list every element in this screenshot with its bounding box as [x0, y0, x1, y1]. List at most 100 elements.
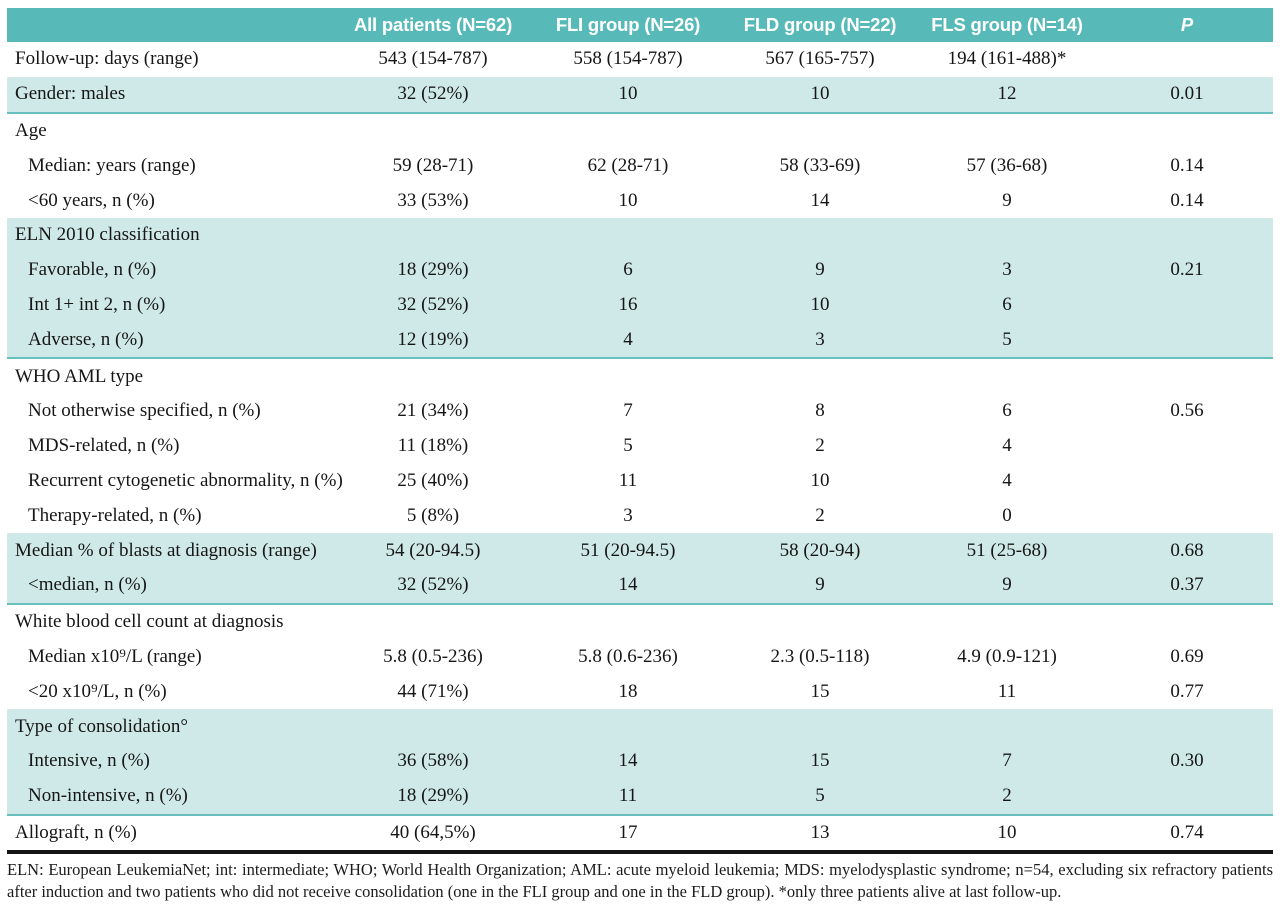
- header-row: All patients (N=62) FLI group (N=26) FLD…: [7, 8, 1273, 42]
- table-row: <60 years, n (%) 33 (53%) 10 14 9 0.14: [7, 183, 1273, 218]
- cell-value: 10: [529, 76, 727, 114]
- cell-value: 3: [623, 504, 633, 526]
- cell-value: 32 (52%): [337, 76, 529, 114]
- table-row: Not otherwise specified, n (%) 21 (34%) 7 8…: [7, 394, 1273, 429]
- cell-value: 14: [810, 189, 830, 211]
- cell-value: 0.74: [1170, 821, 1204, 843]
- cell-value: 18 (29%): [337, 252, 529, 288]
- cell-value: [913, 709, 1101, 744]
- cell-value: 0.21: [1101, 252, 1273, 288]
- patient-characteristics-table: All patients (N=62) FLI group (N=26) FLD…: [7, 8, 1273, 855]
- table-row: Type of consolidation°: [7, 709, 1273, 744]
- cell-value: 11: [997, 680, 1017, 702]
- cell-value: 194 (161-488)*: [947, 48, 1067, 70]
- cell-value: [337, 217, 529, 253]
- cell-value: [529, 604, 727, 640]
- row-label: Non-intensive, n (%): [7, 778, 337, 816]
- header-cell-fli-group: FLI group (N=26): [529, 8, 727, 42]
- cell-value: 0.14: [1170, 189, 1204, 211]
- cell-value: [1101, 604, 1273, 640]
- row-label: Therapy-related, n (%): [28, 504, 202, 526]
- cell-value: 40 (64,5%): [390, 821, 476, 843]
- cell-value: [529, 217, 727, 253]
- header-cell-fls-group: FLS group (N=14): [913, 8, 1101, 42]
- cell-value: 12: [913, 76, 1101, 114]
- table-row: Favorable, n (%) 18 (29%) 6 9 3 0.21: [7, 252, 1273, 288]
- header-cell-fld-group: FLD group (N=22): [727, 8, 913, 42]
- cell-value: 14: [529, 743, 727, 779]
- cell-value: 59 (28-71): [392, 154, 474, 176]
- cell-value: [337, 604, 529, 640]
- cell-value: 11: [618, 469, 638, 491]
- cell-value: [727, 604, 913, 640]
- cell-value: 32 (52%): [337, 287, 529, 323]
- cell-value: 0.30: [1101, 743, 1273, 779]
- table-row: Therapy-related, n (%) 5 (8%) 3 2 0: [7, 498, 1273, 533]
- table-row: MDS-related, n (%) 11 (18%) 5 2 4: [7, 429, 1273, 464]
- row-label: MDS-related, n (%): [28, 435, 180, 457]
- cell-value: [337, 709, 529, 744]
- table-row: WHO AML type: [7, 358, 1273, 394]
- cell-value: [727, 217, 913, 253]
- row-label: ELN 2010 classification: [7, 217, 337, 253]
- table-row: ELN 2010 classification: [7, 217, 1273, 253]
- cell-value: 13: [810, 821, 830, 843]
- cell-value: [727, 113, 913, 149]
- cell-value: [913, 604, 1101, 640]
- cell-value: 9: [727, 252, 913, 288]
- cell-value: 10: [997, 821, 1017, 843]
- cell-value: [1101, 778, 1273, 816]
- cell-value: 4: [1002, 469, 1012, 491]
- cell-value: 33 (53%): [397, 189, 469, 211]
- cell-value: 0.69: [1170, 645, 1204, 667]
- cell-value: 15: [727, 743, 913, 779]
- cell-value: 10: [810, 469, 830, 491]
- cell-value: 9: [1002, 189, 1012, 211]
- cell-value: 4.9 (0.9-121): [957, 645, 1057, 667]
- cell-value: [727, 709, 913, 744]
- cell-value: 18: [618, 680, 638, 702]
- cell-value: 6: [913, 287, 1101, 323]
- cell-value: 0.56: [1170, 400, 1204, 422]
- cell-value: [529, 113, 727, 149]
- row-label: Adverse, n (%): [7, 322, 337, 360]
- cell-value: [1101, 709, 1273, 744]
- cell-value: 51 (25-68): [913, 533, 1101, 568]
- table-header: All patients (N=62) FLI group (N=26) FLD…: [7, 8, 1273, 42]
- cell-value: [337, 113, 529, 149]
- cell-value: 5: [913, 322, 1101, 360]
- cell-value: 16: [529, 287, 727, 323]
- cell-value: [1101, 429, 1273, 464]
- cell-value: [1101, 498, 1273, 533]
- cell-value: 3: [913, 252, 1101, 288]
- table-row: Median: years (range) 59 (28-71) 62 (28-71…: [7, 148, 1273, 183]
- row-label: Median: years (range): [28, 154, 196, 176]
- cell-value: 9: [727, 567, 913, 605]
- cell-value: 54 (20-94.5): [337, 533, 529, 568]
- row-label: Type of consolidation°: [7, 709, 337, 744]
- table-row: Int 1+ int 2, n (%) 32 (52%) 16 10 6: [7, 287, 1273, 323]
- cell-value: 2: [815, 504, 825, 526]
- cell-value: 7: [623, 400, 633, 422]
- table-row: White blood cell count at diagnosis: [7, 604, 1273, 640]
- cell-value: 10: [618, 189, 638, 211]
- row-label: Favorable, n (%): [7, 252, 337, 288]
- table-row: Gender: males 32 (52%) 10 10 12 0.01: [7, 76, 1273, 114]
- cell-value: 32 (52%): [337, 567, 529, 605]
- cell-value: [727, 358, 913, 394]
- row-label: Median x10⁹/L (range): [28, 645, 202, 667]
- cell-value: 0.77: [1170, 680, 1204, 702]
- table-row: Adverse, n (%) 12 (19%) 4 3 5: [7, 322, 1273, 360]
- cell-value: 18 (29%): [337, 778, 529, 816]
- row-label: Not otherwise specified, n (%): [28, 400, 261, 422]
- cell-value: [1101, 322, 1273, 360]
- cell-value: 10: [727, 76, 913, 114]
- cell-value: 7: [913, 743, 1101, 779]
- cell-value: 4: [1002, 435, 1012, 457]
- cell-value: [337, 358, 529, 394]
- cell-value: [1101, 217, 1273, 253]
- cell-value: 5: [623, 435, 633, 457]
- table-row: Intensive, n (%) 36 (58%) 14 15 7 0.30: [7, 743, 1273, 779]
- row-label: Follow-up: days (range): [15, 48, 199, 70]
